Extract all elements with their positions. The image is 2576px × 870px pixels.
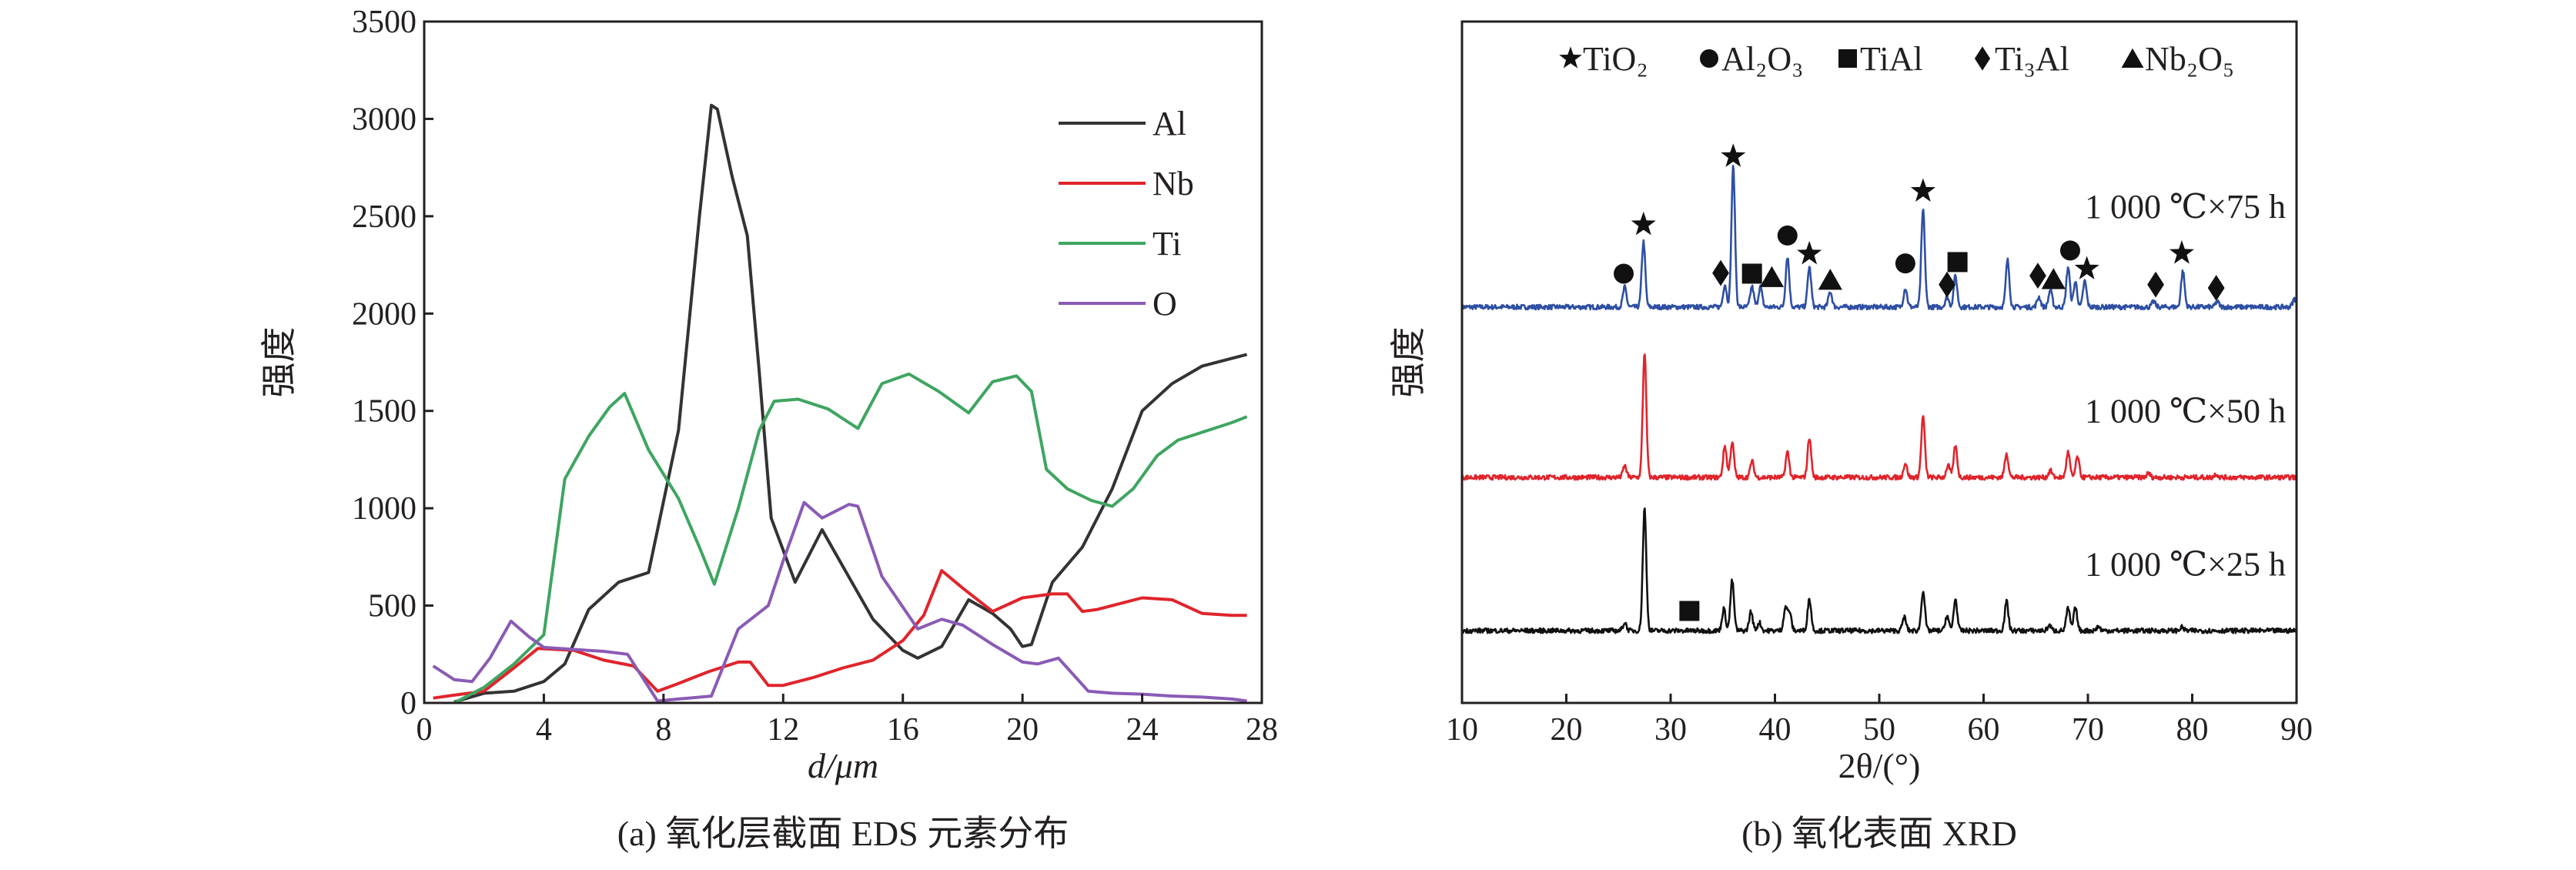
series-line-ti: [453, 372, 1248, 704]
y-tick-label-a: 2500: [352, 199, 417, 235]
x-tick-label-b: 30: [1654, 712, 1687, 748]
x-tick-label-b: 80: [2176, 712, 2209, 748]
x-axis-label-b: 2θ/(°): [1838, 746, 1921, 785]
x-tick-label-a: 20: [1006, 712, 1039, 748]
y-tick-label-a: 0: [400, 686, 417, 721]
y-tick-label-a: 3000: [352, 102, 417, 137]
phase-marker-star: [1721, 143, 1746, 167]
phase-marker-star: [2074, 256, 2099, 279]
legend-label-star: TiO₂: [1583, 40, 1648, 78]
y-tick-label-a: 500: [368, 589, 417, 624]
legend-diamond-icon: [1974, 46, 1991, 71]
x-tick-label-a: 0: [417, 712, 433, 748]
x-tick-label-a: 4: [536, 712, 552, 748]
x-tick-label-b: 60: [1968, 712, 2000, 748]
phase-marker-star: [1910, 178, 1935, 202]
series-line-al: [453, 103, 1248, 704]
legend-label-diamond: Ti₃Al: [1995, 40, 2069, 78]
phase-marker-square: [1741, 263, 1762, 284]
x-tick-label-b: 50: [1863, 712, 1895, 748]
y-tick-label-a: 3500: [352, 5, 417, 40]
phase-marker-circle: [1614, 263, 1634, 284]
panel-b: 1 000 ℃×75 h 1 000 ℃×50 h 1 000 ℃×25 h 10 20…: [1389, 20, 2313, 853]
xrd-pattern-2: [1460, 507, 2297, 634]
y-tick-label-a: 1000: [352, 491, 417, 527]
phase-marker-square: [1947, 252, 1968, 273]
x-axis-label-a: d/μm: [808, 746, 878, 785]
legend-triangle-icon: [2121, 48, 2144, 68]
plot-frame-a: [423, 20, 1263, 704]
legend-star-icon: [1559, 46, 1582, 69]
phase-marker-diamond: [1712, 259, 1729, 286]
phase-marker-circle: [2059, 240, 2080, 261]
phase-marker-circle: [1777, 225, 1798, 246]
phase-marker-diamond: [1939, 271, 1955, 298]
legend-label-square: TiAl: [1860, 40, 1923, 78]
y-tick-label-a: 2000: [352, 296, 417, 332]
phase-marker-circle: [1895, 253, 1915, 274]
legend-label-al: Al: [1153, 105, 1186, 142]
phase-marker-star: [1631, 211, 1656, 236]
plot-frame-b: [1460, 20, 2298, 704]
legend-label-ti: Ti: [1153, 225, 1182, 263]
phase-marker-diamond: [2147, 271, 2164, 298]
x-tick-label-b: 40: [1759, 712, 1791, 748]
phase-marker-square: [1679, 601, 1700, 621]
phase-marker-star: [2169, 240, 2194, 264]
series-label-0: 1 000 ℃×75 h: [2085, 188, 2286, 226]
y-axis-label-b: 强度: [1389, 327, 1428, 398]
y-axis-label-a: 强度: [259, 327, 299, 398]
x-tick-label-b: 20: [1551, 712, 1583, 748]
x-tick-label-a: 16: [887, 712, 919, 748]
phase-marker-triangle: [1759, 266, 1785, 287]
xrd-pattern-0: [1460, 164, 2297, 311]
x-tick-label-b: 70: [2072, 712, 2104, 748]
series-line-nb: [433, 569, 1247, 700]
legend-circle-icon: [1700, 49, 1718, 68]
phase-marker-triangle: [1818, 269, 1842, 290]
caption-a: (a) 氧化层截面 EDS 元素分布: [617, 814, 1069, 853]
panel-a: 0 4 8 12 16 20 24 28 0 500 1000 1500 2000 2500 3000 350…: [259, 5, 1278, 853]
x-tick-label-a: 24: [1126, 712, 1159, 748]
legend-label-circle: Al₂O₃: [1721, 40, 1803, 78]
legend-label-o: O: [1153, 285, 1177, 323]
x-tick-label-a: 8: [655, 712, 671, 748]
caption-b: (b) 氧化表面 XRD: [1741, 814, 2017, 853]
series-label-1: 1 000 ℃×50 h: [2085, 392, 2286, 430]
phase-marker-star: [1797, 240, 1822, 265]
phase-marker-triangle: [2041, 268, 2066, 289]
xrd-pattern-1: [1460, 353, 2297, 481]
series-line-o: [432, 500, 1247, 703]
x-tick-label-a: 12: [767, 712, 799, 748]
phase-marker-diamond: [2207, 275, 2225, 301]
x-tick-label-b: 90: [2280, 712, 2313, 748]
legend-label-nb: Nb: [1153, 165, 1194, 202]
series-label-2: 1 000 ℃×25 h: [2085, 546, 2286, 584]
x-tick-label-b: 10: [1446, 712, 1478, 748]
legend-square-icon: [1838, 49, 1857, 68]
x-tick-label-a: 28: [1246, 712, 1278, 748]
legend-label-triangle: Nb₂O₅: [2145, 40, 2234, 78]
y-tick-label-a: 1500: [352, 394, 417, 430]
phase-marker-diamond: [2029, 263, 2046, 289]
